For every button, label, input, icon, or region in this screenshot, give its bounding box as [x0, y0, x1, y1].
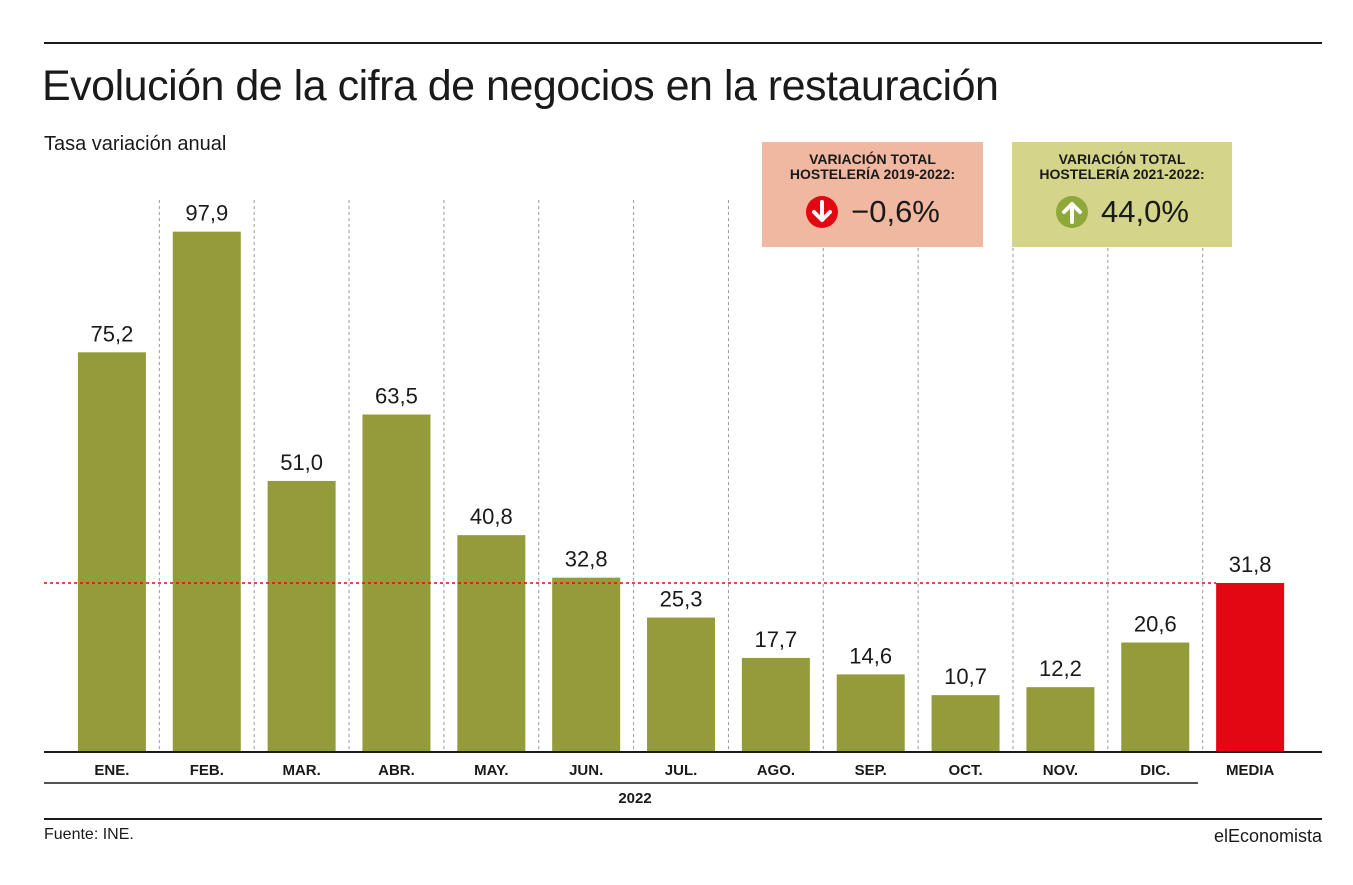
chart-subtitle: Tasa variación anual [44, 133, 227, 155]
category-label: JUL. [665, 762, 698, 779]
value-label: 17,7 [754, 627, 797, 652]
category-label: NOV. [1043, 762, 1078, 779]
value-label: 12,2 [1039, 656, 1082, 681]
value-label: 75,2 [91, 321, 134, 346]
category-label: SEP. [855, 762, 887, 779]
box-label: VARIACIÓN TOTAL HOSTELERÍA 2019-2022: [789, 151, 956, 182]
source-note: Fuente: INE. [44, 826, 134, 843]
value-label: 31,8 [1229, 552, 1272, 577]
year-group-label: 2022 [618, 790, 652, 807]
bar-sep [836, 674, 905, 752]
value-label: 10,7 [944, 664, 987, 689]
value-label: 63,5 [375, 383, 418, 408]
category-label: DIC. [1140, 762, 1170, 779]
category-label: MAR. [282, 762, 320, 779]
bottom-rule [44, 818, 1322, 820]
bar-ene [77, 352, 146, 752]
category-label: MAY. [474, 762, 508, 779]
arrow-down-circle-icon [806, 196, 839, 228]
bar-abr [362, 414, 431, 752]
category-label: FEB. [190, 762, 224, 779]
arrow-up-circle-icon [1056, 196, 1089, 228]
value-label: 51,0 [280, 450, 323, 475]
top-rule [44, 42, 1322, 44]
bar-oct [931, 695, 1000, 752]
total-variation-2019-2022-box: VARIACIÓN TOTAL HOSTELERÍA 2019-2022: −0… [762, 142, 983, 247]
chart-title: Evolución de la cifra de negocios en la … [42, 62, 999, 110]
value-label: 32,8 [565, 547, 608, 572]
box-value: −0,6% [851, 194, 940, 229]
category-label: MEDIA [1226, 762, 1275, 779]
bar-jun [552, 577, 621, 752]
bar-may [457, 535, 526, 752]
category-label: ABR. [378, 762, 415, 779]
bar-jul [647, 617, 716, 752]
value-label: 20,6 [1134, 612, 1177, 637]
category-label: AGO. [757, 762, 795, 779]
value-label: 25,3 [660, 587, 703, 612]
value-label: 14,6 [849, 643, 892, 668]
category-label: ENE. [94, 762, 129, 779]
bar-mar [267, 480, 336, 752]
bar-media [1216, 582, 1285, 752]
bar-feb [172, 231, 241, 752]
brand-logo: elEconomista [1213, 826, 1322, 846]
category-label: OCT. [948, 762, 982, 779]
category-label: JUN. [569, 762, 603, 779]
total-variation-2021-2022-box: VARIACIÓN TOTAL HOSTELERÍA 2021-2022: 44… [1012, 142, 1232, 247]
value-label: 97,9 [185, 201, 228, 226]
box-label: VARIACIÓN TOTAL HOSTELERÍA 2021-2022: [1039, 151, 1205, 182]
box-value: 44,0% [1101, 194, 1189, 229]
bar-nov [1026, 687, 1095, 752]
value-label: 40,8 [470, 504, 513, 529]
bar-ago [741, 657, 810, 752]
bar-dic [1121, 642, 1190, 752]
